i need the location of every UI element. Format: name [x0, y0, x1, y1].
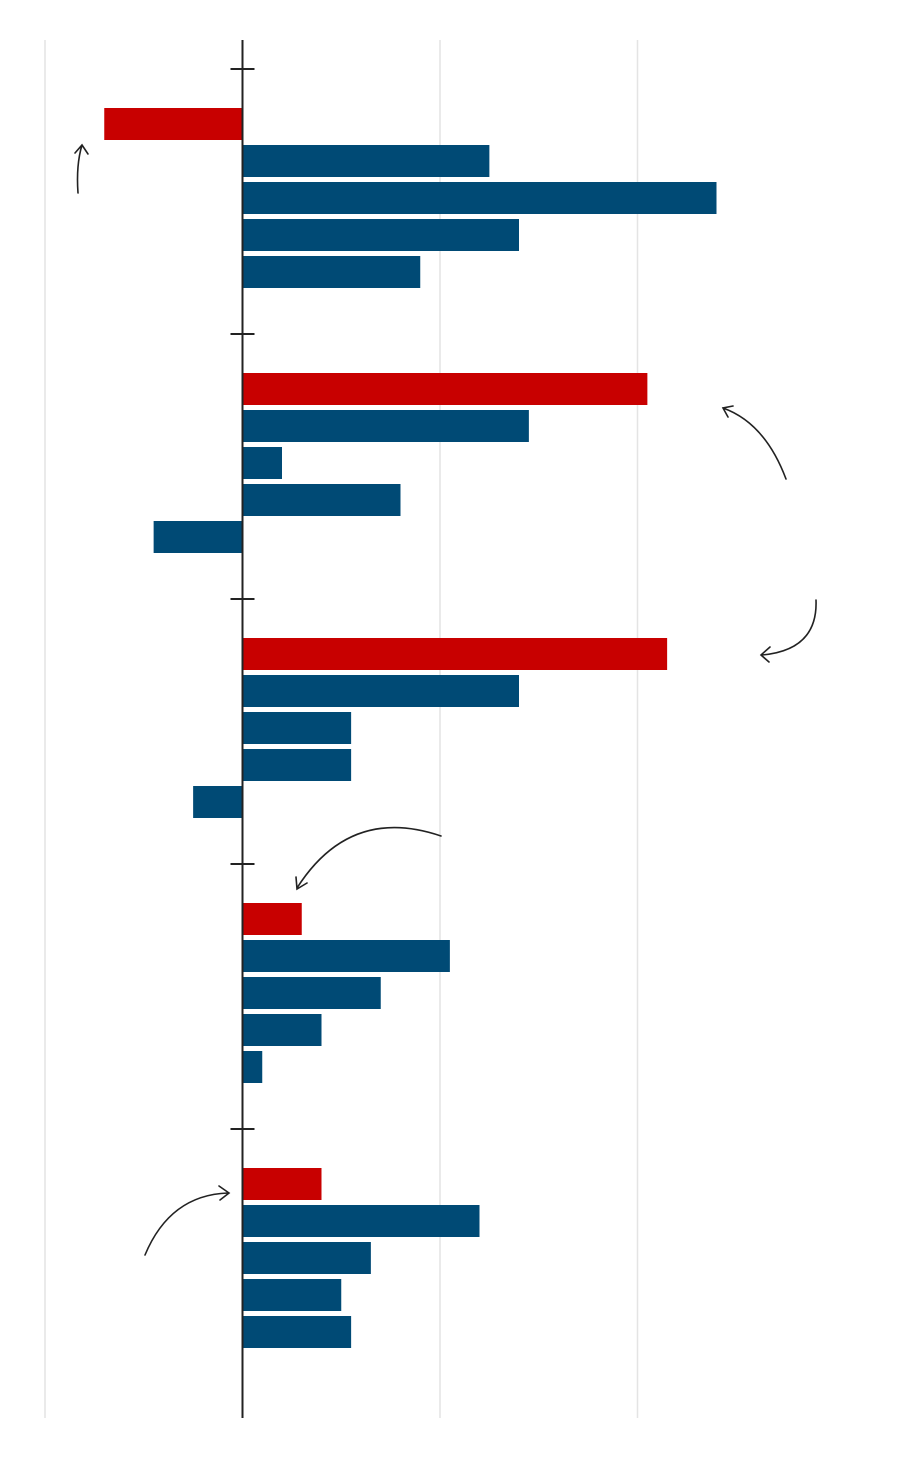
bar [242, 219, 519, 251]
bar [104, 108, 243, 140]
bar [242, 1242, 371, 1274]
bar [242, 1168, 322, 1200]
arrow [759, 599, 817, 663]
bar [242, 749, 352, 781]
arrow [74, 143, 89, 194]
bar [242, 145, 490, 177]
bar [242, 1014, 322, 1046]
bar [153, 521, 243, 553]
bar [242, 1316, 352, 1348]
arrow [721, 405, 787, 480]
bar [242, 373, 648, 405]
bar [242, 940, 450, 972]
bar [242, 1051, 263, 1083]
annotation-arrows [74, 143, 817, 1256]
bar [242, 484, 401, 516]
bar [242, 1205, 480, 1237]
bar [242, 903, 302, 935]
arrow [144, 1185, 231, 1256]
bar [242, 1279, 342, 1311]
bar [242, 638, 668, 670]
bar [242, 977, 381, 1009]
arrow [295, 826, 442, 891]
bar [242, 256, 421, 288]
bar [242, 447, 282, 479]
bar [242, 410, 529, 442]
bar [193, 786, 243, 818]
bar [242, 675, 519, 707]
bar [242, 712, 352, 744]
bar [242, 182, 717, 214]
